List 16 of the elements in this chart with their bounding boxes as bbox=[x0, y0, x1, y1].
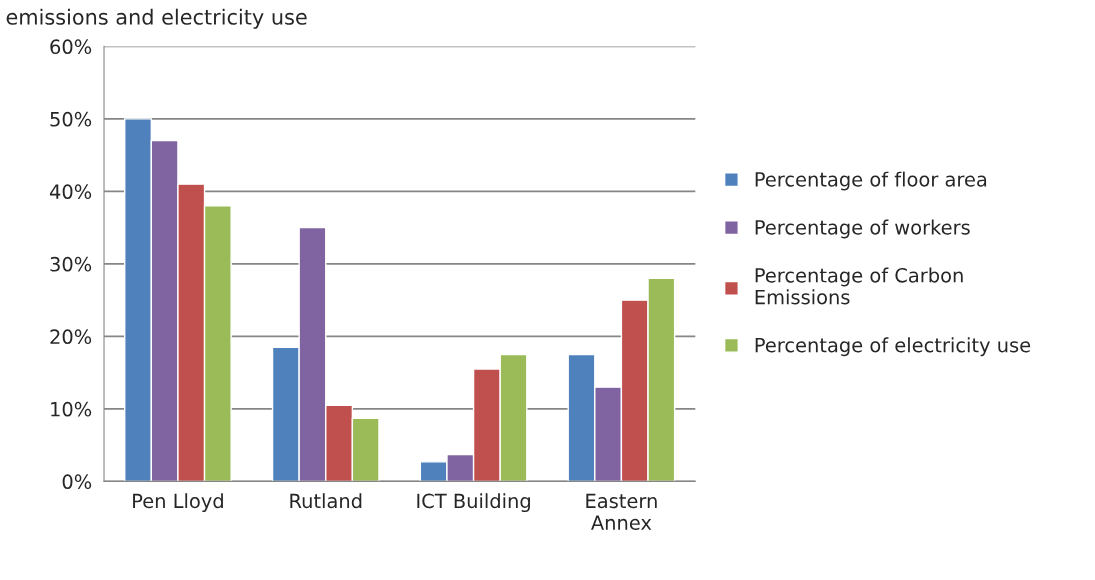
y-tick-label: 30% bbox=[50, 256, 92, 272]
chart-title: emissions and electricity use bbox=[6, 8, 307, 29]
y-tick-label: 40% bbox=[49, 184, 92, 200]
x-tick-label: Rutland bbox=[290, 493, 362, 509]
y-tick-label: 0% bbox=[62, 474, 92, 490]
y-tick-label: 20% bbox=[50, 329, 92, 345]
x-tick-label: Pen Lloyd bbox=[133, 493, 223, 513]
y-tick-label: 50% bbox=[50, 111, 92, 127]
y-tick-label: 60% bbox=[50, 39, 92, 55]
legend-label: Percentage of electricity use bbox=[755, 337, 1031, 357]
legend-label: Percentage of Carbon Emissions bbox=[755, 267, 963, 305]
y-tick-label: 10% bbox=[51, 401, 92, 417]
legend-label: Percentage of floor area bbox=[755, 171, 987, 191]
legend-label: Percentage of workers bbox=[755, 219, 970, 239]
x-tick-label: Eastern Annex bbox=[586, 493, 657, 531]
x-tick-label: ICT Building bbox=[417, 493, 530, 513]
